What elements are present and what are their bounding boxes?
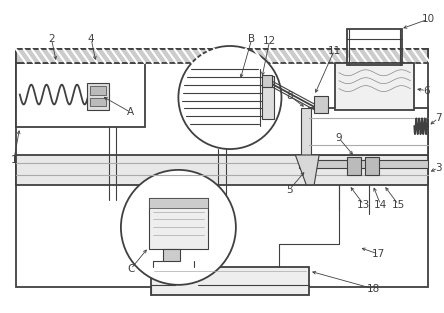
Text: 11: 11 bbox=[327, 46, 341, 56]
Bar bbox=[163, 249, 180, 261]
Text: B: B bbox=[248, 34, 255, 44]
Bar bbox=[149, 198, 208, 249]
Bar bbox=[16, 49, 428, 63]
Text: 12: 12 bbox=[263, 36, 276, 46]
Bar bbox=[151, 267, 309, 295]
Bar bbox=[16, 155, 428, 185]
Bar bbox=[87, 83, 109, 110]
Text: 17: 17 bbox=[372, 249, 385, 259]
Bar bbox=[16, 63, 145, 127]
Circle shape bbox=[178, 46, 281, 149]
Text: 3: 3 bbox=[435, 163, 441, 173]
Text: A: A bbox=[127, 107, 135, 117]
Text: 4: 4 bbox=[88, 34, 95, 44]
Text: 5: 5 bbox=[286, 185, 293, 195]
Text: 15: 15 bbox=[392, 200, 405, 210]
Text: 9: 9 bbox=[336, 133, 342, 143]
Bar bbox=[301, 108, 311, 155]
Bar bbox=[299, 160, 428, 168]
Text: C: C bbox=[127, 264, 135, 274]
Bar bbox=[335, 63, 414, 110]
Bar bbox=[16, 49, 428, 287]
Text: 14: 14 bbox=[374, 200, 387, 210]
Text: 2: 2 bbox=[48, 34, 55, 44]
Text: 13: 13 bbox=[357, 200, 370, 210]
Bar bbox=[365, 157, 379, 175]
Text: 18: 18 bbox=[367, 284, 380, 294]
Text: 1: 1 bbox=[11, 155, 17, 165]
Text: 6: 6 bbox=[423, 85, 429, 95]
Bar bbox=[347, 157, 361, 175]
Bar bbox=[90, 86, 106, 95]
Bar bbox=[90, 98, 106, 106]
Bar bbox=[314, 95, 328, 113]
Bar bbox=[262, 75, 272, 87]
Polygon shape bbox=[295, 155, 319, 185]
Bar bbox=[347, 29, 402, 65]
Text: 8: 8 bbox=[286, 90, 293, 100]
Bar bbox=[309, 108, 428, 155]
Bar bbox=[262, 76, 274, 119]
Bar bbox=[149, 198, 208, 208]
Text: 7: 7 bbox=[435, 113, 441, 123]
Circle shape bbox=[121, 170, 236, 285]
Text: 10: 10 bbox=[422, 14, 435, 24]
